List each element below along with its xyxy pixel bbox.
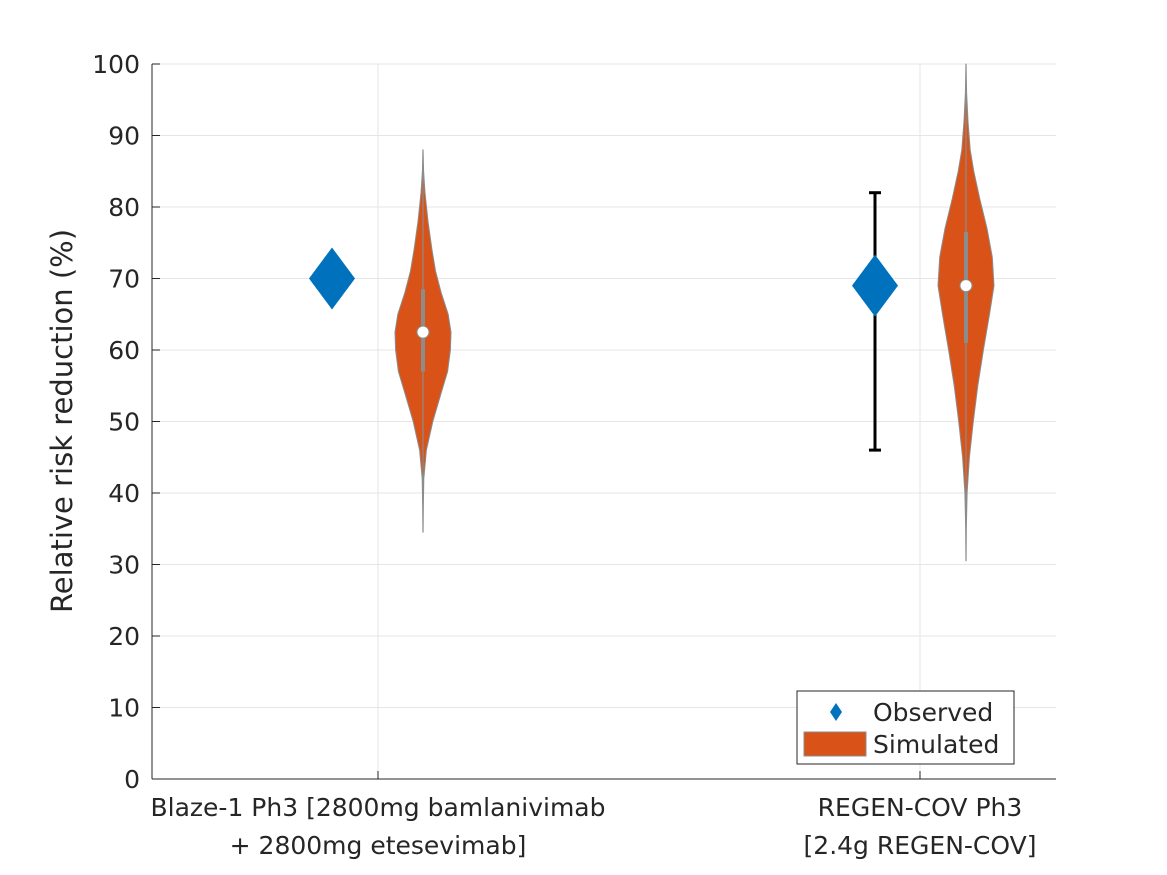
legend-simulated-label: Simulated bbox=[873, 730, 999, 759]
x-category-label: + 2800mg etesevimab] bbox=[230, 831, 527, 860]
legend: Observed Simulated bbox=[796, 690, 1015, 765]
y-tick-label: 60 bbox=[108, 336, 140, 365]
violin-median-marker bbox=[416, 325, 430, 339]
x-category-label: Blaze-1 Ph3 [2800mg bamlanivimab bbox=[151, 793, 606, 822]
y-tick-label: 90 bbox=[108, 122, 140, 151]
y-axis-label: Relative risk reduction (%) bbox=[45, 229, 79, 613]
legend-simulated-marker bbox=[803, 731, 867, 757]
y-tick-label: 30 bbox=[108, 551, 140, 580]
observed-diamond bbox=[852, 254, 898, 317]
y-tick-label: 50 bbox=[108, 408, 140, 437]
violin-median-marker bbox=[959, 279, 973, 293]
y-tick-label: 70 bbox=[108, 265, 140, 294]
marks-layer bbox=[309, 63, 995, 562]
grid-layer bbox=[152, 63, 1056, 779]
legend-observed-label: Observed bbox=[873, 698, 993, 727]
y-tick-label: 40 bbox=[108, 479, 140, 508]
y-tick-label: 0 bbox=[124, 765, 140, 794]
x-category-label: [2.4g REGEN-COV] bbox=[804, 831, 1037, 860]
y-tick-label: 20 bbox=[108, 622, 140, 651]
x-category-label: REGEN-COV Ph3 bbox=[818, 793, 1023, 822]
observed-diamond bbox=[309, 247, 355, 310]
y-tick-label: 80 bbox=[108, 193, 140, 222]
legend-observed-marker bbox=[830, 703, 842, 721]
y-tick-label: 10 bbox=[108, 694, 140, 723]
y-tick-label: 100 bbox=[92, 50, 140, 79]
axes-layer: 0 10 20 30 40 50 60 70 80 90 100 Blaze-1 Ph3 [2800m… bbox=[92, 50, 1056, 860]
